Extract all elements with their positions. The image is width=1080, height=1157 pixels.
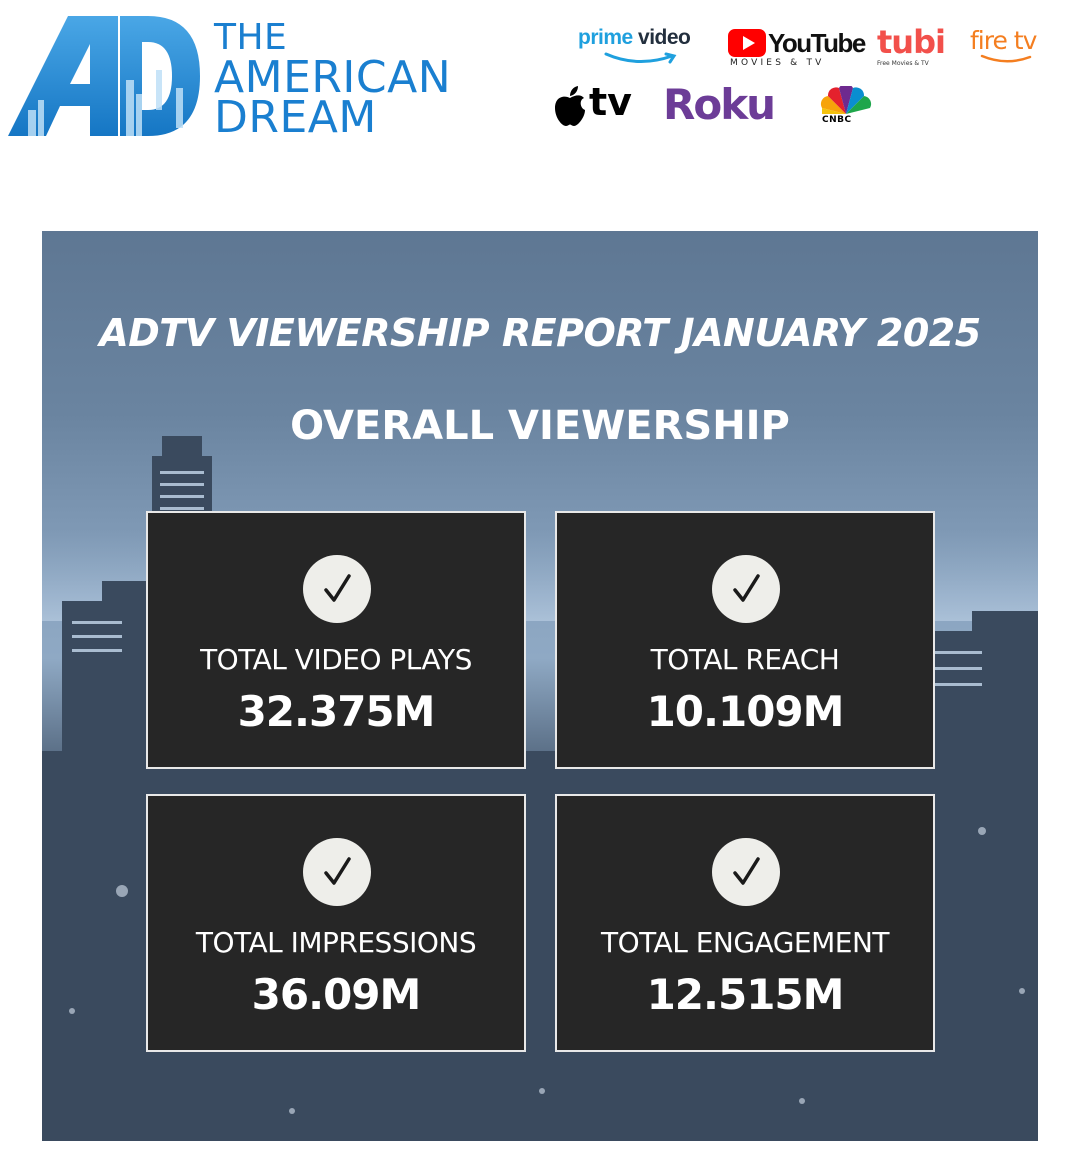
stat-card-total-engagement: TOTAL ENGAGEMENT 12.515M bbox=[555, 794, 935, 1052]
stat-value: 36.09M bbox=[251, 970, 422, 1019]
fire-tv-logo: fire tv bbox=[970, 26, 1040, 66]
fire-tv-wordmark: fire tv bbox=[970, 26, 1037, 55]
viewership-report-panel: ADTV VIEWERSHIP REPORT JANUARY 2025 OVER… bbox=[42, 231, 1038, 1141]
cnbc-logo: CNBC bbox=[820, 86, 872, 126]
stat-label: TOTAL VIDEO PLAYS bbox=[200, 643, 472, 676]
roku-wordmark: Roku bbox=[663, 80, 776, 129]
check-icon bbox=[303, 555, 371, 623]
youtube-play-icon bbox=[728, 29, 766, 57]
roku-logo: Roku bbox=[663, 82, 791, 128]
check-icon bbox=[712, 555, 780, 623]
stat-card-total-impressions: TOTAL IMPRESSIONS 36.09M bbox=[146, 794, 526, 1052]
stat-value: 32.375M bbox=[237, 687, 436, 736]
check-icon bbox=[303, 838, 371, 906]
apple-icon bbox=[555, 86, 585, 126]
check-icon bbox=[712, 838, 780, 906]
youtube-subtitle: MOVIES & TV bbox=[730, 58, 825, 68]
prime-video-logo: prime video bbox=[578, 26, 700, 70]
report-subtitle: OVERALL VIEWERSHIP bbox=[290, 403, 790, 449]
tubi-subtitle: Free Movies & TV bbox=[877, 60, 929, 67]
brand-wordmark: THE AMERICAN DREAM bbox=[214, 17, 452, 143]
cnbc-peacock-icon bbox=[820, 86, 872, 114]
amazon-smile-icon bbox=[604, 52, 677, 64]
fire-tv-smile-icon bbox=[980, 54, 1032, 63]
video-word: video bbox=[638, 26, 691, 49]
brand-line-the: THE bbox=[214, 17, 288, 58]
brand-monogram-logo bbox=[8, 16, 200, 136]
cnbc-wordmark: CNBC bbox=[822, 115, 852, 125]
report-title: ADTV VIEWERSHIP REPORT JANUARY 2025 bbox=[99, 311, 981, 355]
stat-label: TOTAL IMPRESSIONS bbox=[195, 926, 477, 959]
prime-word: prime bbox=[578, 26, 633, 49]
brand-logo: THE AMERICAN DREAM bbox=[8, 10, 508, 145]
apple-tv-wordmark: tv bbox=[589, 80, 632, 124]
stat-label: TOTAL ENGAGEMENT bbox=[600, 926, 890, 959]
apple-tv-logo: tv bbox=[553, 80, 635, 126]
youtube-wordmark: YouTube bbox=[768, 28, 866, 58]
brand-line-american: AMERICAN bbox=[214, 52, 452, 103]
tubi-logo: tubi Free Movies & TV bbox=[877, 26, 947, 72]
tubi-wordmark: tubi bbox=[877, 23, 946, 61]
stat-card-total-reach: TOTAL REACH 10.109M bbox=[555, 511, 935, 769]
brand-line-dream: DREAM bbox=[214, 92, 377, 143]
stat-card-total-video-plays: TOTAL VIDEO PLAYS 32.375M bbox=[146, 511, 526, 769]
stat-label: TOTAL REACH bbox=[650, 643, 840, 676]
stat-value: 10.109M bbox=[646, 687, 845, 736]
youtube-movies-tv-logo: YouTube MOVIES & TV bbox=[728, 28, 866, 70]
stat-value: 12.515M bbox=[646, 970, 845, 1019]
